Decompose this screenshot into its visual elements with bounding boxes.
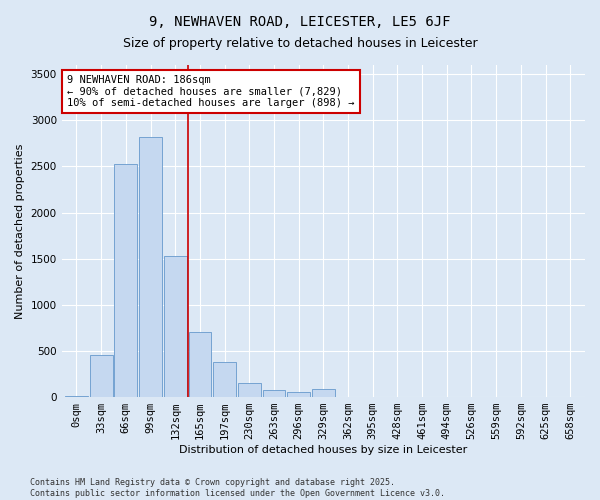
Bar: [287, 392, 310, 397]
Bar: [164, 256, 187, 397]
Bar: [90, 354, 113, 397]
Y-axis label: Number of detached properties: Number of detached properties: [15, 144, 25, 318]
Bar: [65, 396, 88, 397]
Bar: [312, 389, 335, 397]
Bar: [238, 383, 260, 397]
Bar: [213, 362, 236, 397]
Text: Contains HM Land Registry data © Crown copyright and database right 2025.
Contai: Contains HM Land Registry data © Crown c…: [30, 478, 445, 498]
Text: 9 NEWHAVEN ROAD: 186sqm
← 90% of detached houses are smaller (7,829)
10% of semi: 9 NEWHAVEN ROAD: 186sqm ← 90% of detache…: [67, 75, 355, 108]
Text: 9, NEWHAVEN ROAD, LEICESTER, LE5 6JF: 9, NEWHAVEN ROAD, LEICESTER, LE5 6JF: [149, 15, 451, 29]
Bar: [139, 137, 162, 397]
Text: Size of property relative to detached houses in Leicester: Size of property relative to detached ho…: [122, 38, 478, 51]
Bar: [188, 332, 211, 397]
X-axis label: Distribution of detached houses by size in Leicester: Distribution of detached houses by size …: [179, 445, 467, 455]
Bar: [263, 390, 286, 397]
Bar: [115, 164, 137, 397]
